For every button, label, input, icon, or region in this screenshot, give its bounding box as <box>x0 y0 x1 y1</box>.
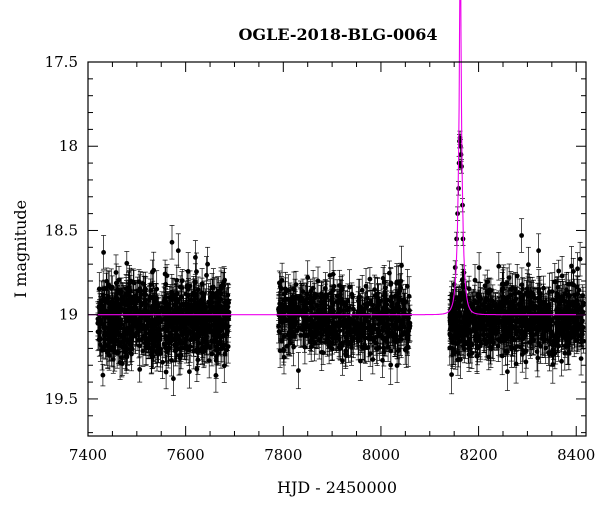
data-point <box>101 235 107 270</box>
data-point <box>186 354 192 389</box>
x-tick-label: 8400 <box>557 446 595 464</box>
data-point <box>559 346 565 377</box>
data-point <box>559 256 565 296</box>
data-point <box>452 260 458 275</box>
y-tick-label: 17.5 <box>45 53 78 71</box>
x-tick-label: 7800 <box>264 446 302 464</box>
data-point <box>476 252 482 284</box>
x-tick-label: 8000 <box>362 446 400 464</box>
x-tick-label: 7400 <box>69 446 107 464</box>
data-point <box>315 266 321 296</box>
y-tick-label: 18.5 <box>45 221 78 239</box>
x-tick-label: 8200 <box>459 446 497 464</box>
chart-title: OGLE-2018-BLG-0064 <box>238 25 437 44</box>
data-point <box>175 233 181 268</box>
plot-frame <box>87 61 587 437</box>
axis-ticks: 7400 7600 7800 8000 8200 8400 17.5 18 18.5 19 19.5 <box>45 53 596 464</box>
y-tick-label: 19 <box>59 306 78 324</box>
y-tick-label: 19.5 <box>45 390 78 408</box>
data-point <box>192 240 198 275</box>
y-axis-label: I magnitude <box>11 200 30 298</box>
data-layer <box>95 130 586 396</box>
x-tick-label: 7600 <box>167 446 205 464</box>
data-point <box>295 352 301 390</box>
model-curve <box>88 0 586 316</box>
data-point <box>100 364 106 387</box>
data-point <box>169 225 175 260</box>
data-point <box>519 218 525 253</box>
model-layer <box>88 0 586 316</box>
data-point <box>536 233 542 268</box>
data-point <box>496 252 502 281</box>
x-axis-label: HJD - 2450000 <box>277 478 397 497</box>
y-tick-label: 18 <box>59 137 78 155</box>
